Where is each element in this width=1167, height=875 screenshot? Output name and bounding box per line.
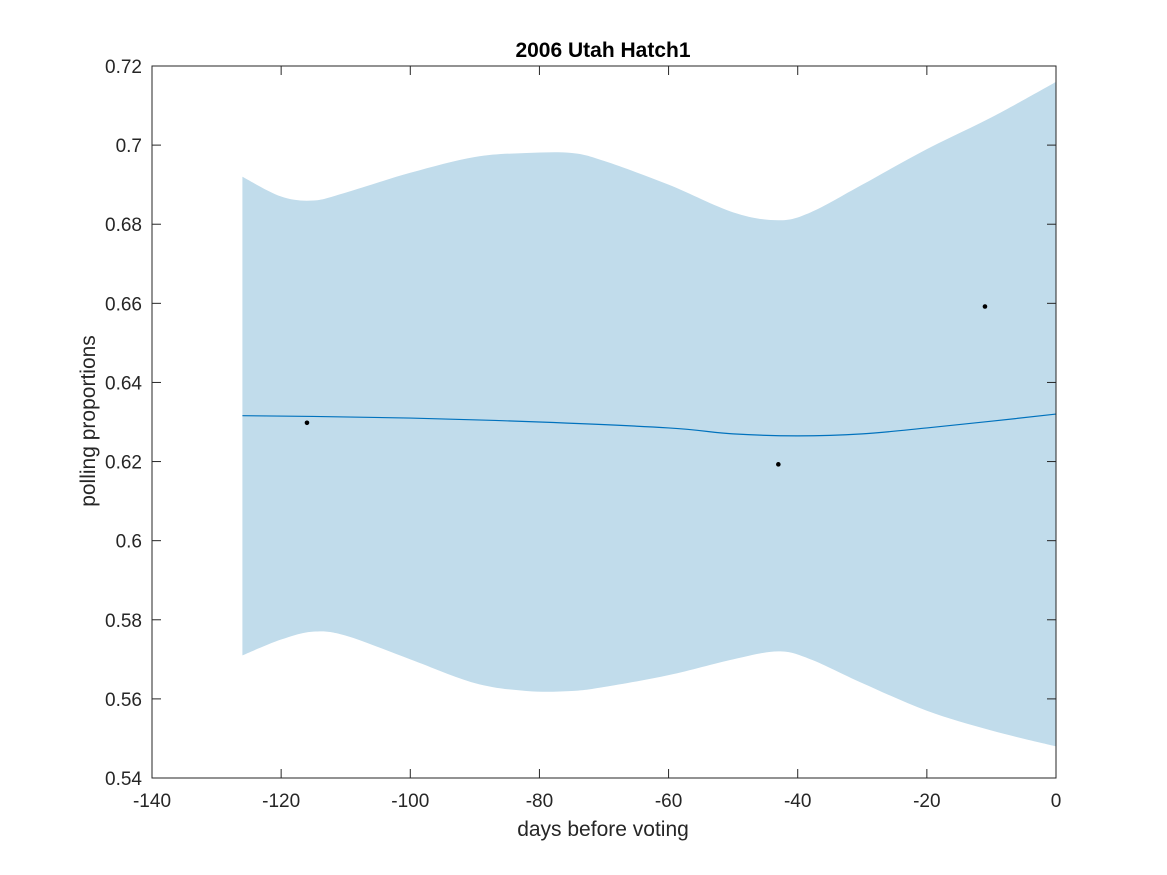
- y-tick-label: 0.72: [105, 57, 142, 78]
- x-tick-label: -20: [913, 791, 940, 812]
- x-tick-label: -120: [262, 791, 300, 812]
- data-point: [304, 420, 310, 426]
- y-tick-label: 0.68: [105, 215, 142, 236]
- data-point: [776, 462, 781, 467]
- y-tick-label: 0.6: [116, 532, 142, 553]
- plot-area: [242, 81, 1057, 747]
- x-axis-label: days before voting: [517, 818, 689, 841]
- trend-line: [242, 413, 1057, 437]
- chart-title: 2006 Utah Hatch1: [515, 39, 690, 62]
- confidence-band: [242, 81, 1056, 747]
- y-tick-label: 0.7: [116, 136, 142, 157]
- x-tick-label: -60: [655, 791, 682, 812]
- y-tick-label: 0.64: [105, 373, 142, 394]
- y-axis-label: polling proportions: [77, 335, 100, 507]
- x-tick-label: 0: [1051, 791, 1062, 812]
- y-tick-label: 0.62: [105, 453, 142, 474]
- y-tick-label: 0.54: [105, 769, 142, 790]
- axes-box: [151, 65, 1057, 779]
- x-tick-label: -100: [391, 791, 429, 812]
- data-point: [982, 304, 988, 309]
- y-tick-label: 0.56: [105, 690, 142, 711]
- axes: -140 -120 -100 -80 -60 -40 -20 0 0.54 0.56 0.58 0.6…: [105, 57, 1061, 812]
- y-tick-label: 0.58: [105, 611, 142, 632]
- y-tick-label: 0.66: [105, 294, 142, 315]
- x-tick-label: -40: [784, 791, 811, 812]
- x-tick-label: -140: [133, 791, 171, 812]
- x-tick-label: -80: [526, 791, 553, 812]
